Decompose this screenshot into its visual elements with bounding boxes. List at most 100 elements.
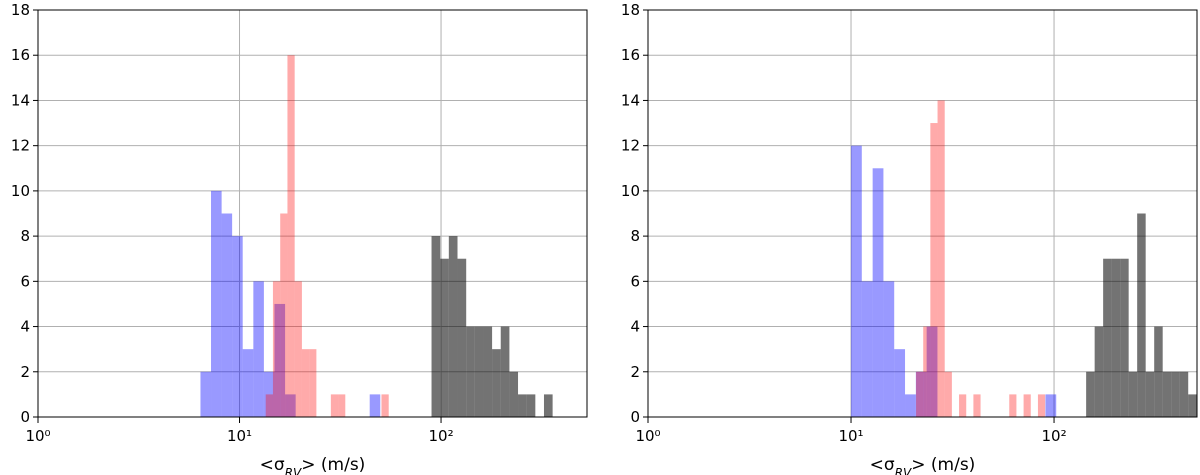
bar: [272, 281, 281, 417]
bar: [474, 326, 484, 417]
x-tick-label: 10⁰: [635, 427, 660, 445]
bar: [944, 371, 952, 417]
bar: [1094, 326, 1104, 417]
bar: [253, 281, 264, 417]
bar: [1128, 371, 1138, 417]
bar: [1179, 371, 1189, 417]
bar: [466, 326, 475, 417]
bar: [937, 100, 945, 417]
y-tick-label: 4: [20, 318, 30, 336]
x-tick-label: 10⁰: [25, 427, 50, 445]
bar: [457, 258, 467, 417]
bar: [1023, 394, 1031, 417]
x-axis-label: <σRV> (m/s): [260, 455, 366, 475]
y-tick-label: 10: [621, 182, 640, 200]
bar: [369, 394, 381, 417]
x-axis-label-part: <σ: [260, 455, 285, 475]
bar: [518, 394, 527, 417]
bar: [526, 394, 536, 417]
bar: [265, 394, 273, 417]
bar: [448, 236, 458, 417]
bar: [492, 349, 501, 417]
panel: 0 2 4 6 8 10 12 14 16 18 10⁰ 10¹ 10² <σRV> (m/s): [621, 1, 1198, 475]
bar: [883, 281, 895, 417]
panel: 0 2 4 6 8 10 12 14 16 18 10⁰ 10¹ 10² <σRV> (m/s): [11, 1, 588, 475]
y-tick-label: 12: [621, 137, 640, 155]
bar: [330, 394, 339, 417]
x-axis-label-part: > (m/s): [301, 455, 365, 475]
bar: [509, 371, 519, 417]
plot-frame: [37, 9, 588, 418]
bar: [381, 394, 389, 417]
bar: [861, 281, 873, 417]
bar: [211, 190, 222, 417]
bar: [287, 55, 295, 417]
x-axis-label: <σRV> (m/s): [870, 455, 976, 475]
bar: [1009, 394, 1017, 417]
x-tick-label: 10¹: [227, 427, 252, 445]
bar: [285, 394, 296, 417]
y-tick-label: 12: [11, 137, 30, 155]
bar: [500, 326, 510, 417]
bar: [930, 123, 938, 418]
bar: [1145, 371, 1155, 417]
x-tick-label: 10²: [1041, 427, 1066, 445]
y-tick-label: 10: [11, 182, 30, 200]
x-tick-label: 10²: [428, 427, 453, 445]
bar: [221, 213, 233, 417]
y-tick-label: 8: [20, 227, 30, 245]
bar: [973, 394, 981, 417]
x-axis-label-part: <σ: [870, 455, 895, 475]
bar: [1188, 394, 1197, 417]
bar: [263, 371, 275, 417]
x-axis-label-part: RV: [285, 466, 302, 475]
y-tick-label: 6: [630, 272, 640, 290]
bar: [851, 145, 862, 417]
bar: [294, 281, 302, 417]
y-tick-label: 8: [630, 227, 640, 245]
y-tick-label: 6: [20, 272, 30, 290]
y-tick-label: 4: [630, 318, 640, 336]
bar: [1120, 258, 1129, 417]
bar: [242, 349, 254, 417]
y-tick-label: 16: [621, 46, 640, 64]
bar: [338, 394, 346, 417]
bar: [905, 394, 916, 417]
bar: [926, 326, 938, 417]
bar: [1154, 326, 1163, 417]
bar: [301, 349, 310, 417]
bar: [916, 371, 924, 417]
x-axis-label-part: RV: [895, 466, 912, 475]
bar: [1162, 371, 1172, 417]
x-tick-label: 10¹: [838, 427, 863, 445]
y-tick-label: 16: [11, 46, 30, 64]
bar: [1086, 371, 1095, 417]
y-tick-label: 18: [11, 1, 30, 19]
bar: [309, 349, 317, 417]
bar: [1111, 258, 1121, 417]
bar: [915, 371, 927, 417]
bar: [1103, 258, 1112, 417]
bar: [959, 394, 967, 417]
y-tick-label: 14: [621, 91, 640, 109]
bar: [431, 236, 441, 417]
bar: [1045, 394, 1057, 417]
bar: [1171, 371, 1180, 417]
y-tick-label: 2: [20, 363, 30, 381]
x-axis-label-part: > (m/s): [911, 455, 975, 475]
y-tick-label: 0: [630, 408, 640, 426]
bar: [894, 349, 906, 417]
bar: [923, 326, 931, 417]
y-tick-label: 18: [621, 1, 640, 19]
y-tick-label: 0: [20, 408, 30, 426]
bar: [200, 371, 212, 417]
bar: [1137, 213, 1146, 417]
plot-frame: [647, 9, 1198, 418]
bar: [872, 168, 884, 417]
bar: [274, 303, 286, 417]
bar: [543, 394, 553, 417]
bar: [483, 326, 493, 417]
bar: [280, 213, 288, 417]
